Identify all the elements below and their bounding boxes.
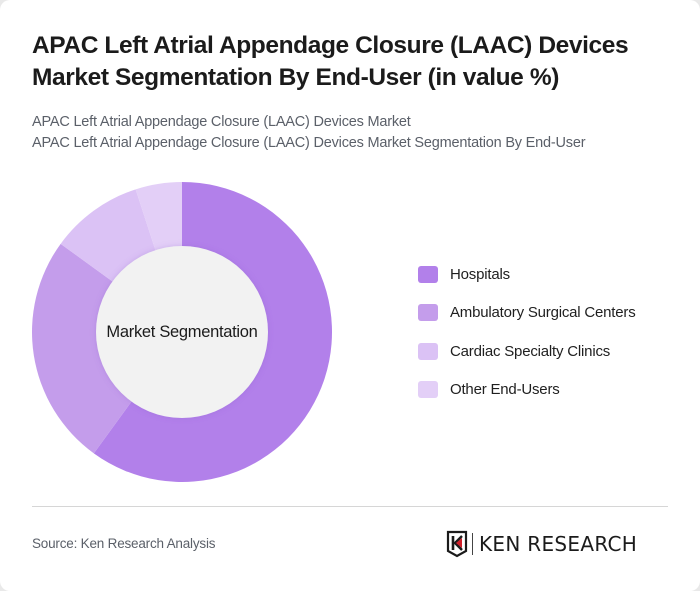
donut-chart: Market Segmentation: [32, 182, 332, 482]
legend-label: Ambulatory Surgical Centers: [450, 304, 636, 321]
subtitle-line-1: APAC Left Atrial Appendage Closure (LAAC…: [32, 114, 411, 130]
ken-research-logo: KEN RESEARCH: [446, 530, 637, 558]
legend-item-hospitals[interactable]: Hospitals: [418, 264, 636, 284]
footer-divider: [32, 506, 668, 507]
donut-hole: [96, 246, 268, 418]
chart-legend: Hospitals Ambulatory Surgical Centers Ca…: [418, 264, 636, 418]
legend-swatch: [418, 265, 438, 283]
logo-separator: [472, 533, 473, 555]
subtitle-line-2: APAC Left Atrial Appendage Closure (LAAC…: [32, 135, 586, 151]
source-note: Source: Ken Research Analysis: [32, 536, 216, 551]
legend-item-ambulatory-surgical-centers[interactable]: Ambulatory Surgical Centers: [418, 303, 636, 323]
legend-swatch: [418, 381, 438, 398]
legend-item-cardiac-specialty-clinics[interactable]: Cardiac Specialty Clinics: [418, 341, 636, 361]
legend-swatch: [418, 342, 438, 360]
chart-subtitle: APAC Left Atrial Appendage Closure (LAAC…: [32, 112, 586, 154]
logo-text: KEN RESEARCH: [479, 532, 638, 556]
legend-label: Cardiac Specialty Clinics: [450, 342, 611, 360]
ken-research-k-shield-icon: [446, 530, 468, 558]
legend-item-other-end-users[interactable]: Other End-Users: [418, 380, 636, 400]
chart-title: APAC Left Atrial Appendage Closure (LAAC…: [32, 32, 629, 91]
legend-label: Hospitals: [450, 265, 510, 283]
donut-svg: [32, 182, 332, 482]
donut-center-label: Market Segmentation: [106, 322, 258, 341]
legend-label: Other End-Users: [450, 381, 560, 398]
legend-swatch: [418, 304, 438, 321]
